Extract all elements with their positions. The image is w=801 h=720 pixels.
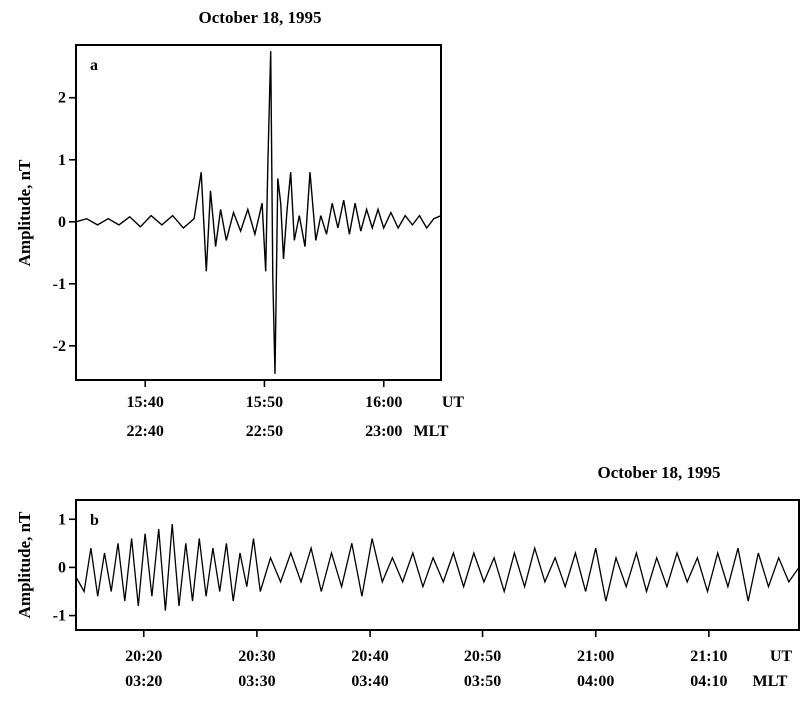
x-tick-label-ut: 21:10: [690, 648, 727, 665]
x-tick-label-mlt: 22:40: [127, 423, 164, 440]
y-tick-label: 0: [58, 559, 66, 576]
x-tick-label-mlt: 03:50: [464, 673, 501, 690]
panel-b-ylabel: Amplitude, nT: [15, 511, 34, 618]
y-tick-label: -2: [53, 338, 66, 355]
x-tick-label-ut: 21:00: [577, 648, 614, 665]
panel-b-waveform: [75, 524, 800, 611]
panel-b-y-ticks: 1 0 -1: [53, 511, 76, 625]
panel-a-ylabel: Amplitude, nT: [15, 159, 34, 266]
panel-b-title: October 18, 1995: [598, 463, 721, 482]
x-tick-label-mlt: 04:00: [577, 673, 614, 690]
panel-a-y-ticks: 2 1 0 -1 -2: [53, 90, 76, 355]
x-tick-label-ut: 20:20: [125, 648, 162, 665]
x-tick-label-ut: 15:50: [246, 394, 283, 411]
x-tick-label-mlt: 03:30: [238, 673, 275, 690]
y-tick-label: -1: [53, 608, 66, 625]
panel-a-title: October 18, 1995: [199, 8, 322, 27]
panel-b-unit-mlt: MLT: [753, 673, 788, 690]
y-tick-label: -1: [53, 276, 66, 293]
x-tick-label-mlt: 03:20: [125, 673, 162, 690]
panel-b-unit-ut: UT: [770, 648, 793, 665]
y-tick-label: 0: [58, 214, 66, 231]
x-tick-label-ut: 20:50: [464, 648, 501, 665]
panel-a-frame: [75, 44, 442, 381]
panel-b-x-ticks: 20:20 03:20 20:30 03:30 20:40 03:40 20:50 03:50…: [125, 630, 728, 690]
panel-a-unit-mlt: MLT: [414, 423, 449, 440]
x-tick-label-ut: 20:40: [351, 648, 388, 665]
panel-b: October 18, 1995 b Amplitude, nT 1 0 -1 20…: [15, 463, 800, 690]
x-tick-label-mlt: 04:10: [690, 673, 727, 690]
y-tick-label: 1: [58, 511, 66, 528]
panel-b-frame: [75, 499, 800, 631]
panel-b-label: b: [90, 512, 99, 529]
panel-a-label: a: [90, 57, 98, 74]
y-tick-label: 1: [58, 152, 66, 169]
panel-a-x-ticks: 15:40 22:40 15:50 22:50 16:00 23:00: [127, 380, 402, 440]
x-tick-label-mlt: 23:00: [365, 423, 402, 440]
x-tick-label-mlt: 03:40: [351, 673, 388, 690]
panel-a-waveform: [75, 51, 442, 374]
panel-a: October 18, 1995 a Amplitude, nT 2 1 0 -1 -2…: [15, 8, 464, 440]
x-tick-label-ut: 16:00: [365, 394, 402, 411]
y-tick-label: 2: [58, 90, 66, 107]
x-tick-label-mlt: 22:50: [246, 423, 283, 440]
panel-a-unit-ut: UT: [442, 394, 465, 411]
x-tick-label-ut: 15:40: [127, 394, 164, 411]
x-tick-label-ut: 20:30: [238, 648, 275, 665]
